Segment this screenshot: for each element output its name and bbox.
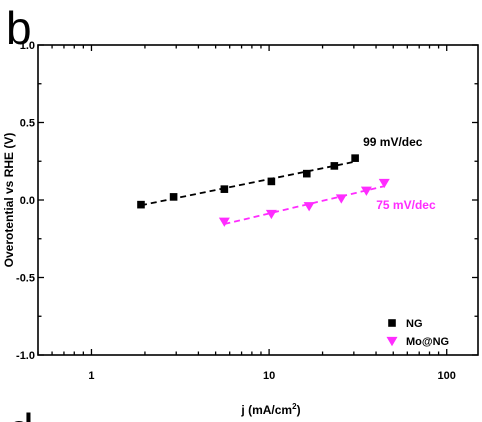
panel-label-b: b [6,2,32,54]
x-axis-label-superscript: 2 [292,402,297,411]
legend-marker-0 [388,319,396,327]
data-point-0 [220,185,229,193]
data-point-0 [302,169,311,178]
legend-marker-1 [386,336,398,347]
x-axis-label-base: j (mA/cm [240,403,292,417]
annotations: 99 mV/dec 75 mV/dec [363,135,436,212]
slope-label-0: 99 mV/dec [363,135,423,149]
data-points [137,154,390,227]
legend-label-1: Mo@NG [406,336,449,348]
data-point-0 [267,177,276,186]
legend: NG Mo@NG [386,318,449,348]
legend-label-0: NG [406,318,423,330]
y-tick-label: -0.5 [16,273,35,285]
x-axis-label-tail: ) [297,403,301,417]
x-tick-label: 1 [88,370,94,382]
slope-label-1: 75 mV/dec [376,198,436,212]
y-axis-label: Overotential vs RHE (V) [2,133,16,268]
data-point-1 [335,194,347,204]
panel-label-d: d [8,404,34,422]
fit-line-0 [140,160,356,207]
x-axis-label: j (mA/cm2) [240,402,300,417]
data-point-0 [137,200,145,209]
data-point-0 [330,162,339,170]
data-point-0 [351,154,359,162]
data-point-1 [378,178,390,189]
data-point-1 [265,209,277,220]
y-tick-label: 0.0 [20,195,35,207]
data-point-1 [303,202,315,212]
y-tick-label: 0.5 [20,118,35,130]
x-tick-label: 100 [438,370,456,382]
y-tick-label: -1.0 [16,350,35,362]
x-tick-label: 10 [263,370,275,382]
fit-line-1 [224,185,385,225]
y-tick-label: 1.0 [20,40,35,52]
fit-lines [140,160,385,225]
data-point-0 [169,193,178,201]
axis-ticks: -1.0 -0.5 0.0 0.5 1.0 1 10 100 [16,40,478,382]
data-point-1 [360,186,372,196]
data-point-1 [218,217,230,227]
